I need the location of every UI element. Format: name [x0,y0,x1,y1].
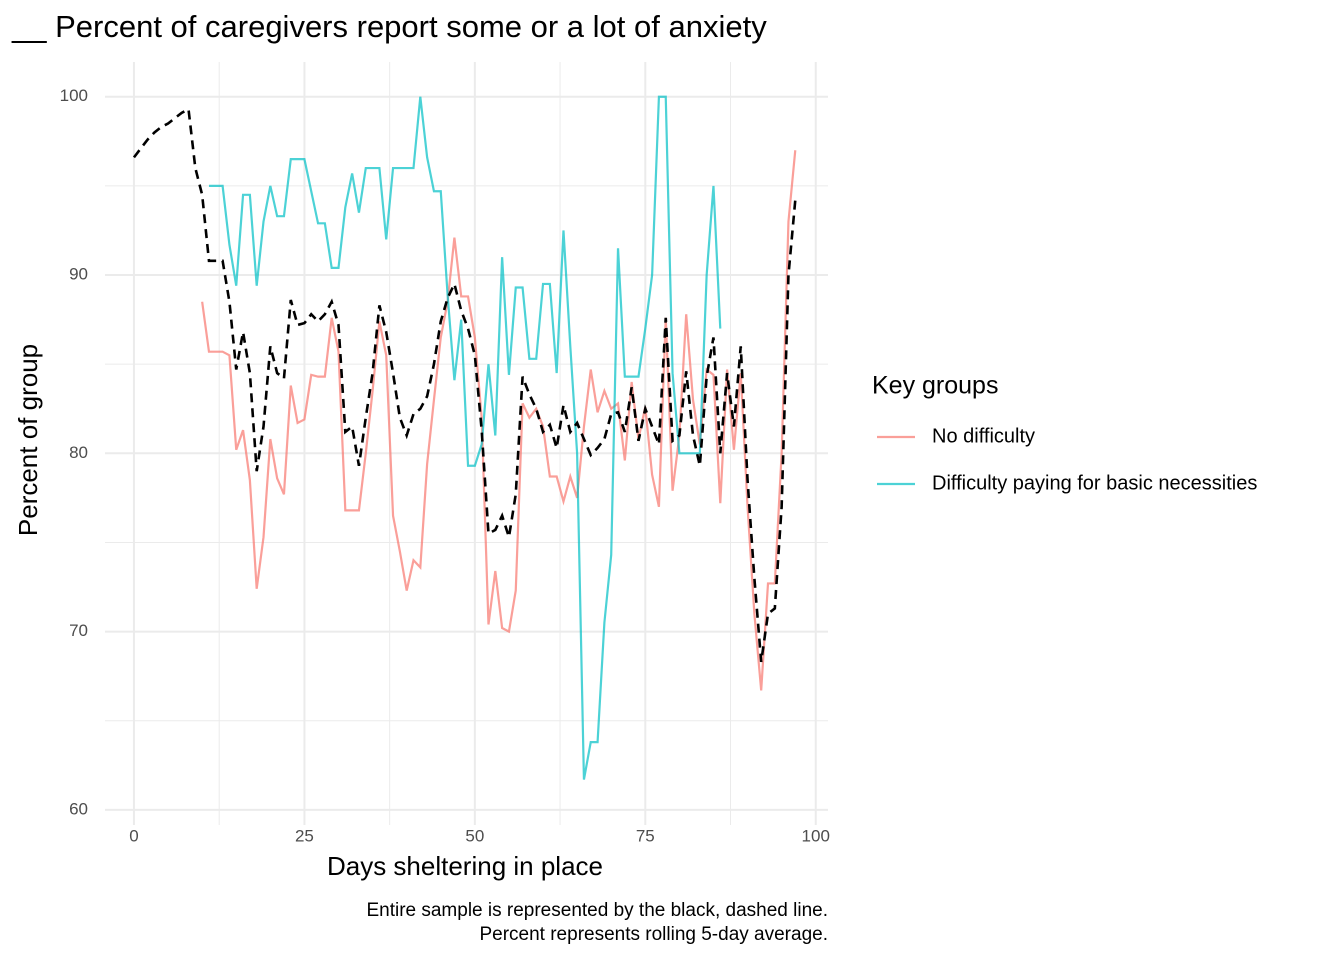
series-line [208,95,722,780]
x-tick-label: 100 [802,826,830,845]
y-axis-label: Percent of group [13,344,43,536]
legend-label: No difficulty [932,425,1035,447]
series-line [201,150,797,691]
x-tick-label: 0 [129,826,138,845]
legend-title: Key groups [872,372,998,400]
x-tick-label: 25 [295,826,314,845]
y-tick-label: 90 [69,265,88,284]
caption: Percent represents rolling 5-day average… [479,924,828,945]
series-line [132,107,797,663]
y-tick-label: 70 [69,621,88,640]
x-axis-label: Days sheltering in place [327,851,603,881]
y-tick-label: 80 [69,443,88,462]
y-tick-label: 100 [60,86,88,105]
legend-label: Difficulty paying for basic necessities [932,472,1257,494]
x-tick-label: 50 [465,826,484,845]
y-tick-label: 60 [69,799,88,818]
chart-title: __ Percent of caregivers report some or … [11,9,767,44]
x-tick-label: 75 [636,826,655,845]
caption: Entire sample is represented by the blac… [366,900,828,921]
